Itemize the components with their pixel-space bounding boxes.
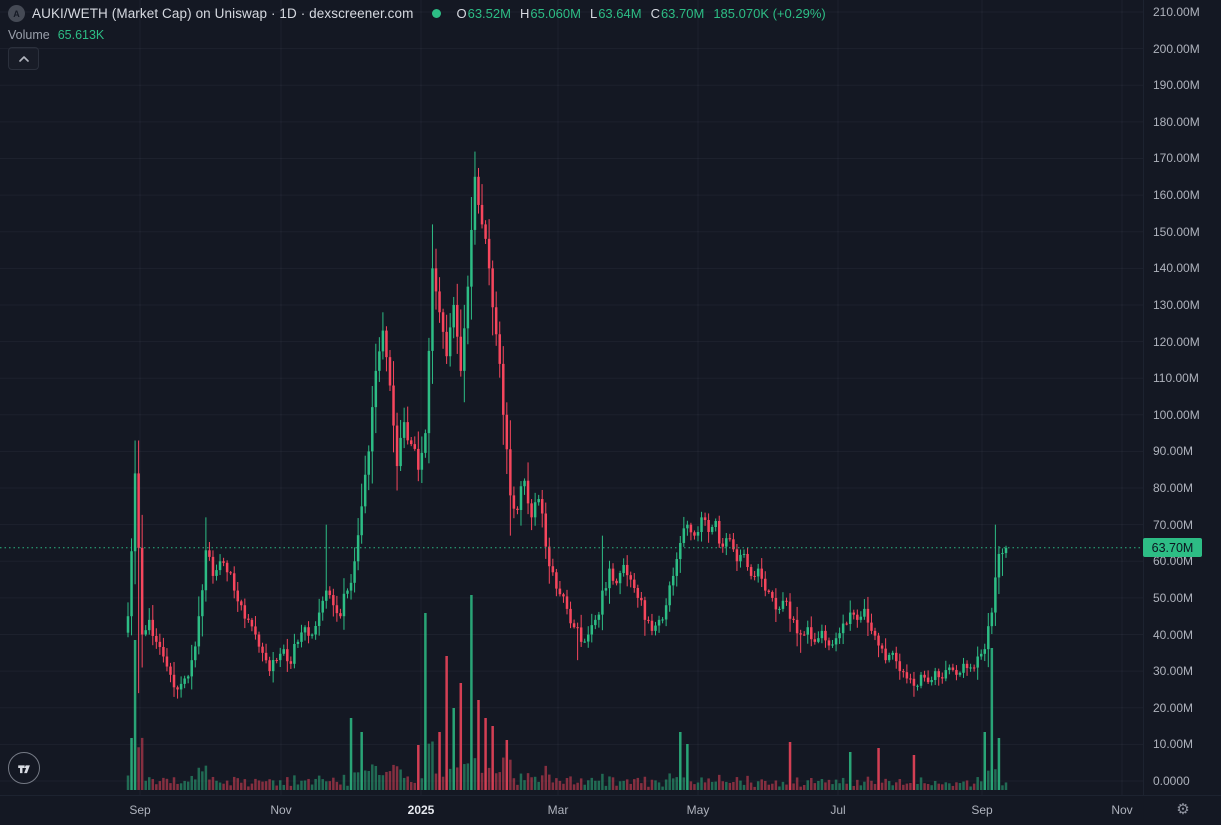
price-axis-label: 0.0000 bbox=[1153, 774, 1190, 788]
change-value: 185.070K (+0.29%) bbox=[713, 6, 826, 21]
high-label: H bbox=[519, 6, 530, 21]
time-axis[interactable]: Sep Nov 2025 Mar May Jul Sep Nov bbox=[0, 795, 1221, 825]
price-axis-label: 120.00M bbox=[1153, 334, 1200, 349]
close-value: 63.70M bbox=[660, 6, 705, 21]
collapse-legend-button[interactable] bbox=[8, 47, 39, 70]
low-label: L bbox=[589, 6, 598, 21]
price-axis-label: 100.00M bbox=[1153, 407, 1200, 422]
price-axis-label: 140.00M bbox=[1153, 261, 1200, 276]
price-axis-label: 80.00M bbox=[1153, 481, 1194, 496]
price-axis-label: 40.00M bbox=[1153, 627, 1194, 642]
time-axis-label: Jul bbox=[830, 803, 846, 817]
close-label: C bbox=[650, 6, 660, 21]
volume-value: 65.613K bbox=[57, 28, 105, 42]
price-axis[interactable]: 210.00M 200.00M 190.00M 180.00M 170.00M 160.0… bbox=[1143, 0, 1221, 795]
price-axis-label: 130.00M bbox=[1153, 297, 1200, 312]
price-axis-label: 20.00M bbox=[1153, 700, 1194, 715]
high-value: 65.060M bbox=[530, 6, 581, 21]
chart-title[interactable]: AUKI/WETH (Market Cap) on Uniswap · 1D ·… bbox=[32, 6, 414, 21]
price-axis-label: 110.00M bbox=[1153, 371, 1199, 386]
price-axis-label: 200.00M bbox=[1153, 41, 1200, 56]
price-axis-label: 160.00M bbox=[1153, 188, 1200, 203]
open-value: 63.52M bbox=[467, 6, 511, 21]
tradingview-logo[interactable] bbox=[8, 752, 40, 784]
time-axis-label: Mar bbox=[547, 803, 569, 817]
chart-legend: A AUKI/WETH (Market Cap) on Uniswap · 1D… bbox=[8, 5, 826, 22]
price-axis-label: 30.00M bbox=[1153, 664, 1194, 679]
price-axis-label: 50.00M bbox=[1153, 590, 1194, 605]
price-axis-label: 210.00M bbox=[1153, 5, 1200, 19]
volume-label[interactable]: Volume bbox=[8, 28, 50, 42]
time-axis-label: May bbox=[686, 803, 710, 817]
low-value: 63.64M bbox=[598, 6, 642, 21]
price-axis-label: 70.00M bbox=[1153, 517, 1194, 532]
chevron-up-icon bbox=[18, 55, 29, 62]
price-axis-label: 170.00M bbox=[1153, 151, 1200, 166]
open-label: O bbox=[456, 6, 467, 21]
price-axis-label: 10.00M bbox=[1153, 737, 1194, 752]
time-axis-label: Nov bbox=[1111, 803, 1133, 817]
live-status-icon bbox=[432, 9, 442, 18]
time-axis-label: Nov bbox=[270, 803, 292, 817]
time-axis-label: Sep bbox=[129, 803, 151, 817]
price-axis-label: 190.00M bbox=[1153, 78, 1200, 93]
price-axis-label: 90.00M bbox=[1153, 444, 1194, 459]
price-axis-label: 60.00M bbox=[1153, 554, 1194, 569]
time-axis-label: Sep bbox=[971, 803, 993, 817]
current-price-badge: 63.70M bbox=[1143, 538, 1202, 558]
price-axis-label: 150.00M bbox=[1153, 224, 1200, 239]
price-scale-settings-gear-icon[interactable]: ⚙ bbox=[1176, 800, 1190, 818]
price-axis-label: 180.00M bbox=[1153, 114, 1200, 129]
ohlc-values: O 63.52M H 65.060M L 63.64M C 63.70M 185.070… bbox=[456, 6, 825, 21]
token-avatar: A bbox=[8, 5, 25, 22]
volume-legend: Volume 65.613K bbox=[8, 28, 104, 42]
time-axis-label: 2025 bbox=[407, 803, 435, 817]
tradingview-logo-icon bbox=[18, 765, 30, 774]
